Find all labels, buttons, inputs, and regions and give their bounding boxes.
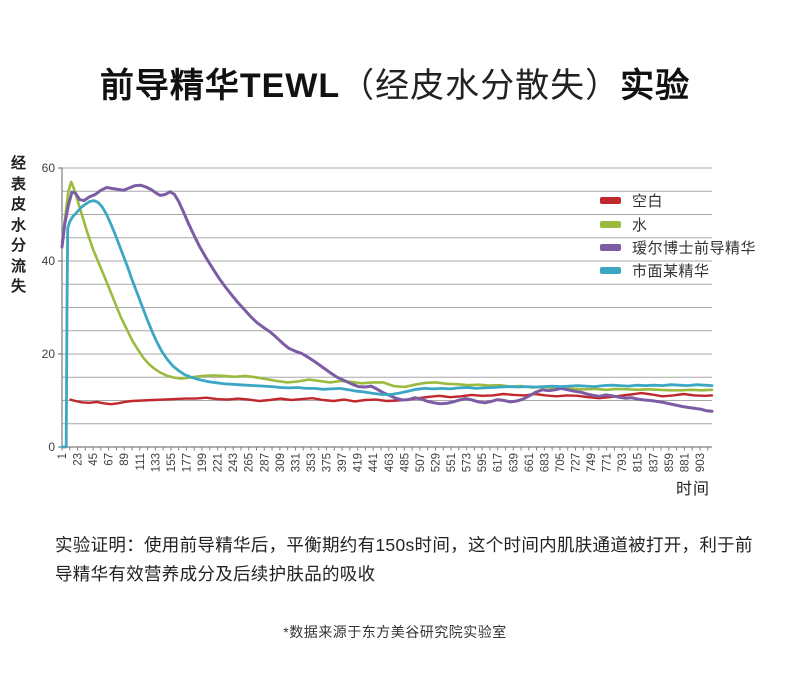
x-tick-label: 397 xyxy=(337,453,349,472)
x-tick-label: 419 xyxy=(353,453,365,472)
legend-swatch xyxy=(600,197,621,205)
x-tick-label: 441 xyxy=(368,453,380,472)
x-axis-title: 时间 xyxy=(676,481,711,498)
title-light-middle: （经皮水分散失） xyxy=(340,67,621,105)
experiment-conclusion-text: 实验证明：使用前导精华后，平衡期约有150s时间，这个时间内肌肤通道被打开，利于… xyxy=(55,535,753,584)
series-line-瑷尔博士前导精华 xyxy=(60,183,714,413)
x-tick-label: 595 xyxy=(477,453,489,472)
page-title: 前导精华TEWL（经皮水分散失）实验 xyxy=(0,58,790,107)
legend-swatch xyxy=(600,243,621,251)
x-tick-label: 353 xyxy=(306,453,318,472)
x-tick-label: 683 xyxy=(539,453,551,472)
series-line-水 xyxy=(60,180,714,392)
tewl-line-chart-canvas: 0 20 40 60 1 23 45 67 89 111 133 155 177 199 221 243 265… xyxy=(42,161,714,472)
x-tick-label: 23 xyxy=(73,453,85,466)
x-tick-label: 639 xyxy=(508,453,520,472)
x-tick-label: 617 xyxy=(493,453,505,472)
tewl-chart: 经表皮水分流失 0 20 40 60 1 23 45 67 89 111 133 155 177 199 2… xyxy=(0,148,790,500)
data-source-footnote: *数据来源于东方美谷研究院实验室 xyxy=(283,624,507,640)
x-tick-label: 45 xyxy=(88,453,100,466)
legend-label: 瑷尔博士前导精华 xyxy=(632,239,757,257)
y-tick-label: 20 xyxy=(42,347,56,361)
title-bold-right: 实验 xyxy=(620,67,691,105)
x-tick-label: 837 xyxy=(648,453,660,472)
x-tick-label: 375 xyxy=(322,453,334,472)
x-tick-label: 133 xyxy=(150,453,162,472)
x-tick-label: 463 xyxy=(384,453,396,472)
x-tick-label: 309 xyxy=(275,453,287,472)
legend-item: 空白 xyxy=(600,189,756,212)
x-tick-label: 507 xyxy=(415,453,427,472)
x-tick-label: 221 xyxy=(213,453,225,472)
x-tick-label: 331 xyxy=(290,453,302,472)
legend-swatch xyxy=(600,220,621,228)
x-tick-label: 551 xyxy=(446,453,458,472)
y-tick-label: 60 xyxy=(42,161,56,175)
x-tick-label: 771 xyxy=(602,453,614,472)
legend-item: 瑷尔博士前导精华 xyxy=(600,236,756,259)
legend-item: 市面某精华 xyxy=(600,259,756,282)
y-tick-label: 40 xyxy=(42,254,56,268)
x-tick-label: 793 xyxy=(617,453,629,472)
x-tick-label: 529 xyxy=(430,453,442,472)
x-tick-label: 749 xyxy=(586,453,598,472)
series-line-空白 xyxy=(69,391,714,406)
series-line-市面某精华 xyxy=(60,199,714,449)
x-tick-label: 1 xyxy=(57,453,69,459)
x-tick-label: 89 xyxy=(119,453,131,466)
legend-item: 水 xyxy=(600,212,756,235)
x-tick-label: 573 xyxy=(462,453,474,472)
x-tick-label: 485 xyxy=(399,453,411,472)
legend-label: 市面某精华 xyxy=(632,263,710,281)
x-tick-label: 727 xyxy=(570,453,582,472)
x-tick-label: 111 xyxy=(135,453,147,470)
legend-swatch xyxy=(600,267,621,275)
x-tick-label: 265 xyxy=(244,453,256,472)
x-tick-label: 177 xyxy=(181,453,193,472)
y-axis-title: 经表皮水分流失 xyxy=(11,155,27,295)
x-tick-label: 155 xyxy=(166,453,178,472)
legend-label: 水 xyxy=(632,216,648,234)
x-tick-label: 815 xyxy=(633,453,645,472)
title-bold-left: 前导精华TEWL xyxy=(99,67,341,105)
x-tick-label: 903 xyxy=(695,453,707,472)
x-tick-label: 661 xyxy=(524,453,536,472)
x-tick-label: 199 xyxy=(197,453,209,472)
x-tick-label: 881 xyxy=(679,453,691,472)
legend-label: 空白 xyxy=(632,193,664,211)
y-tick-label: 0 xyxy=(48,440,55,454)
x-tick-label: 859 xyxy=(664,453,676,472)
x-tick-label: 67 xyxy=(104,453,116,466)
chart-legend: 空白水瑷尔博士前导精华 市面某精华 xyxy=(600,189,756,283)
x-tick-label: 243 xyxy=(228,453,240,472)
x-tick-label: 705 xyxy=(555,453,567,472)
x-tick-label: 287 xyxy=(259,453,271,472)
